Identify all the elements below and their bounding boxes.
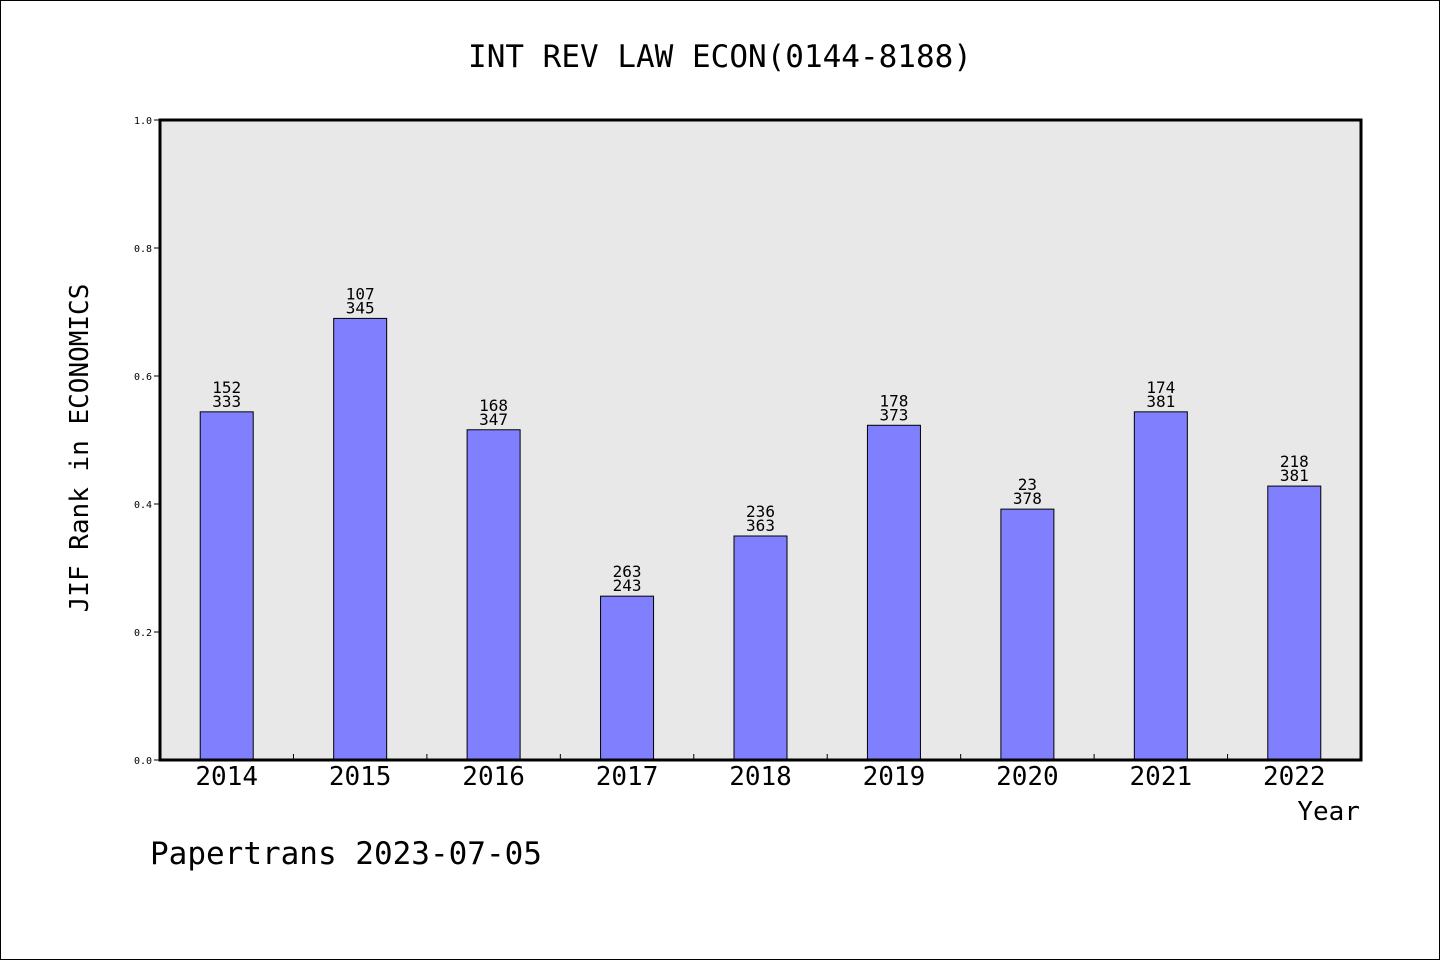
bar (1133, 411, 1188, 761)
data-label-bottom: 373 (879, 405, 908, 424)
data-label-top: 178 (879, 391, 908, 410)
bar (1000, 508, 1055, 761)
x-tick-label: 2022 (1263, 762, 1326, 792)
bars-group (199, 317, 1322, 761)
bar (600, 595, 655, 761)
x-tick-label: 2021 (1130, 762, 1193, 792)
data-label-top: 107 (346, 284, 375, 303)
data-label-bottom: 347 (479, 410, 508, 429)
data-label-bottom: 378 (1013, 489, 1042, 508)
plot-border (158, 118, 1363, 762)
data-label-bottom: 243 (613, 576, 642, 595)
data-label-top: 218 (1280, 452, 1309, 471)
data-label-bottom: 345 (346, 298, 375, 317)
data-label-top: 168 (479, 396, 508, 415)
y-tick-label: 1.0 (134, 116, 152, 127)
bar (199, 411, 254, 761)
y-tick-label: 0.0 (134, 756, 152, 767)
x-axis-label: Year (1297, 797, 1360, 827)
y-tick-label: 0.4 (134, 500, 152, 511)
y-tick-label: 0.2 (134, 628, 152, 639)
bar (466, 429, 521, 761)
footer-text: Papertrans 2023-07-05 (150, 836, 542, 872)
chart-title: INT REV LAW ECON(0144-8188) (468, 39, 972, 75)
y-axis: 0.0 0.2 0.4 0.6 0.8 1.0 (134, 116, 160, 767)
bar (1267, 485, 1322, 761)
y-tick-label: 0.6 (134, 372, 152, 383)
x-tick-label: 2017 (596, 762, 659, 792)
x-tick-label: 2015 (329, 762, 392, 792)
x-tick-label: 2020 (996, 762, 1059, 792)
y-tick-label: 0.8 (134, 244, 152, 255)
x-axis: 2014 2015 2016 2017 2018 2019 2020 2021 2022 (195, 754, 1326, 792)
x-tick-label: 2014 (195, 762, 258, 792)
data-label-bottom: 381 (1146, 392, 1175, 411)
data-label-bottom: 381 (1280, 466, 1309, 485)
data-label-top: 174 (1146, 378, 1175, 397)
bar (733, 535, 788, 761)
data-label-top: 23 (1018, 475, 1037, 494)
data-label-bottom: 333 (212, 392, 241, 411)
x-tick-label: 2019 (863, 762, 926, 792)
x-tick-label: 2016 (462, 762, 525, 792)
bar (333, 317, 388, 761)
x-tick-label: 2018 (729, 762, 792, 792)
data-label-top: 152 (212, 378, 241, 397)
data-label-top: 263 (613, 562, 642, 581)
data-label-bottom: 363 (746, 516, 775, 535)
data-label-top: 236 (746, 502, 775, 521)
bar (866, 424, 921, 761)
y-axis-label: JIF Rank in ECONOMICS (65, 284, 95, 613)
